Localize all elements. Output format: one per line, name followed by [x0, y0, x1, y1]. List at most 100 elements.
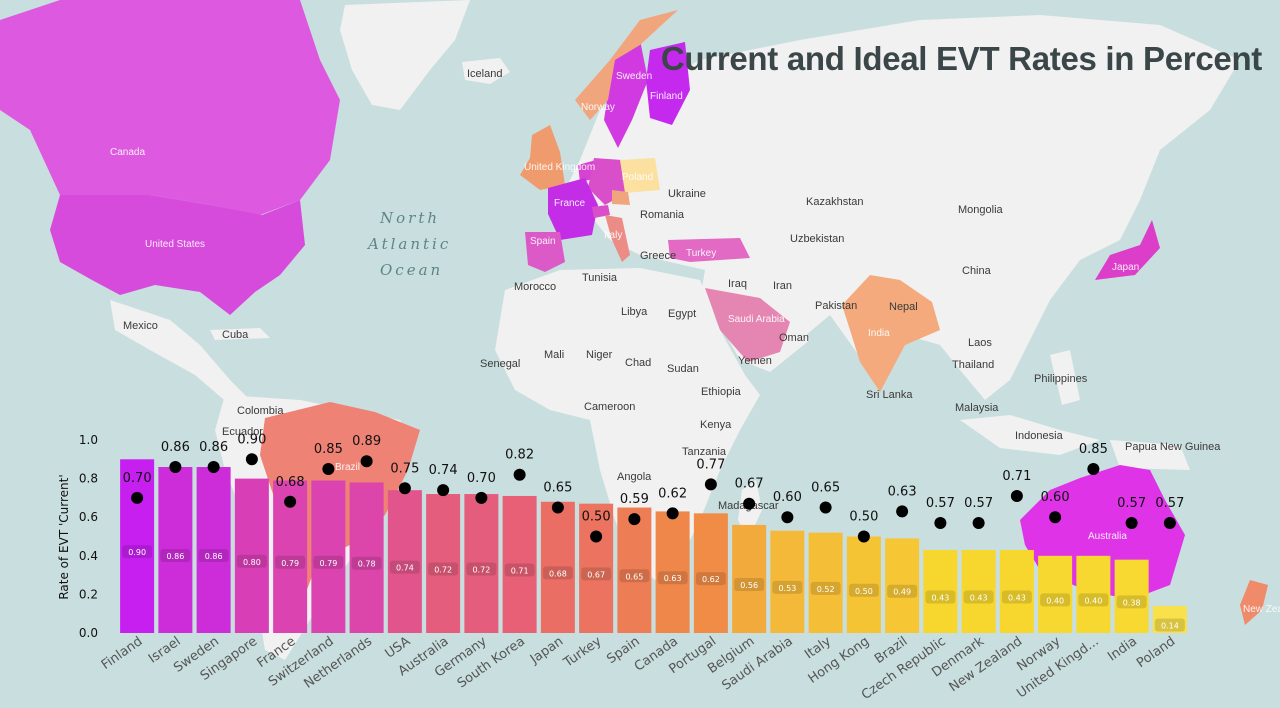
- current-value-label: 0.68: [549, 569, 567, 578]
- bar: [502, 495, 537, 633]
- y-axis-title: Rate of EVT 'Current': [57, 474, 71, 599]
- ideal-dot: [590, 530, 603, 543]
- current-value-label: 0.43: [970, 594, 988, 603]
- ideal-value-label: 0.89: [352, 434, 381, 449]
- y-tick-label: 0.8: [79, 472, 98, 486]
- current-value-label: 0.53: [778, 584, 796, 593]
- map-label: Turkey: [686, 248, 716, 259]
- y-tick-label: 0.2: [79, 587, 98, 601]
- current-value-label: 0.72: [434, 566, 452, 575]
- map-label: New Zealand: [1243, 604, 1280, 615]
- ideal-value-label: 0.57: [1155, 496, 1184, 511]
- ideal-value-label: 0.68: [276, 475, 305, 490]
- bar: [349, 482, 384, 633]
- ideal-dot: [666, 507, 679, 520]
- current-value-pill: [581, 567, 612, 581]
- map-label: Kenya: [700, 419, 732, 431]
- current-value-pill: [1040, 593, 1071, 607]
- usa-shape: [50, 195, 305, 315]
- bar: [885, 538, 920, 633]
- map-label: Niger: [586, 349, 613, 361]
- map-label: Morocco: [514, 281, 556, 293]
- ideal-value-label: 0.63: [888, 484, 917, 499]
- map-label: Philippines: [1034, 373, 1088, 385]
- current-value-pill: [619, 569, 650, 583]
- current-value-label: 0.38: [1123, 598, 1141, 607]
- map-label: Poland: [622, 172, 653, 183]
- map-label: Oman: [779, 332, 809, 344]
- greenland-shape: [340, 0, 470, 110]
- bar: [655, 511, 690, 633]
- sweden-shape: [604, 40, 648, 148]
- map-label: Nepal: [889, 301, 918, 313]
- cuba-shape: [210, 328, 270, 340]
- finland-shape: [646, 42, 690, 125]
- map-label: Kazakhstan: [806, 196, 863, 208]
- current-value-label: 0.79: [281, 559, 299, 568]
- ideal-dot: [743, 497, 756, 510]
- map-label: Romania: [640, 209, 685, 221]
- map-label: Finland: [650, 91, 683, 102]
- current-value-label: 0.71: [511, 566, 529, 575]
- map-label: Yemen: [738, 355, 772, 367]
- ideal-dot: [398, 482, 411, 495]
- chart-title: Current and Ideal EVT Rates in Percent: [660, 40, 1262, 77]
- ideal-dot: [819, 501, 832, 514]
- category-labels-group: Finland IsraelSwedenSingaporeFranceSwitze…: [99, 634, 1178, 703]
- current-value-label: 0.43: [931, 594, 949, 603]
- current-value-pill: [925, 590, 956, 604]
- current-value-label: 0.43: [1008, 594, 1026, 603]
- bar: [311, 480, 346, 633]
- map-label: Mongolia: [958, 204, 1004, 216]
- current-value-label: 0.49: [893, 588, 911, 597]
- bar: [1076, 555, 1111, 633]
- ideal-dot: [1010, 489, 1023, 502]
- map-label: India: [868, 328, 890, 339]
- bar: [999, 550, 1034, 633]
- bar: [732, 524, 767, 633]
- ideal-value-label: 0.86: [199, 440, 228, 455]
- map-label: Brazil: [335, 462, 360, 473]
- current-value-pill: [1078, 593, 1109, 607]
- bar: [196, 467, 231, 633]
- current-value-pill: [963, 590, 994, 604]
- map-label: France: [554, 198, 586, 209]
- bar: [158, 467, 193, 633]
- current-value-pill: [351, 556, 382, 570]
- ideal-value-label: 0.90: [237, 432, 266, 447]
- map-label: Tanzania: [682, 446, 727, 458]
- map-label: Japan: [1112, 262, 1139, 273]
- y-tick-label: 0.0: [79, 626, 98, 640]
- map-label: Chad: [625, 357, 651, 369]
- switzerland-shape: [592, 205, 610, 218]
- map-label: Senegal: [480, 358, 520, 370]
- iceland-shape: [462, 58, 510, 84]
- ideal-value-label: 0.67: [735, 477, 764, 492]
- map-label: Sweden: [616, 71, 652, 82]
- map-label: Pakistan: [815, 300, 857, 312]
- ideal-dot: [284, 495, 297, 508]
- ideal-value-label: 0.60: [1041, 490, 1070, 505]
- map-label: Greece: [640, 250, 676, 262]
- current-value-pill: [313, 555, 344, 569]
- current-labels-group: 0.90 0.86 0.86 0.80 0.79 0.79 0.78 0.74 0.72 0.72…: [122, 545, 1185, 632]
- norway-shape: [575, 10, 678, 120]
- canada-shape: [0, 0, 340, 215]
- map-label: Sri Lanka: [866, 389, 913, 401]
- papua-shape: [1110, 440, 1190, 470]
- current-value-pill: [236, 554, 267, 568]
- bar: [1038, 555, 1073, 633]
- indonesia-shape: [960, 415, 1100, 455]
- map-label: Canada: [110, 147, 145, 158]
- ideal-dot: [781, 511, 794, 524]
- current-value-label: 0.74: [396, 564, 414, 573]
- philippines-shape: [1050, 350, 1080, 405]
- map-label: United Kingdom: [524, 162, 595, 173]
- current-value-pill: [1116, 595, 1147, 609]
- bar: [770, 530, 805, 633]
- poland-shape: [620, 158, 660, 193]
- current-value-label: 0.72: [472, 566, 490, 575]
- map-label: Laos: [968, 337, 992, 349]
- current-value-label: 0.63: [664, 574, 682, 583]
